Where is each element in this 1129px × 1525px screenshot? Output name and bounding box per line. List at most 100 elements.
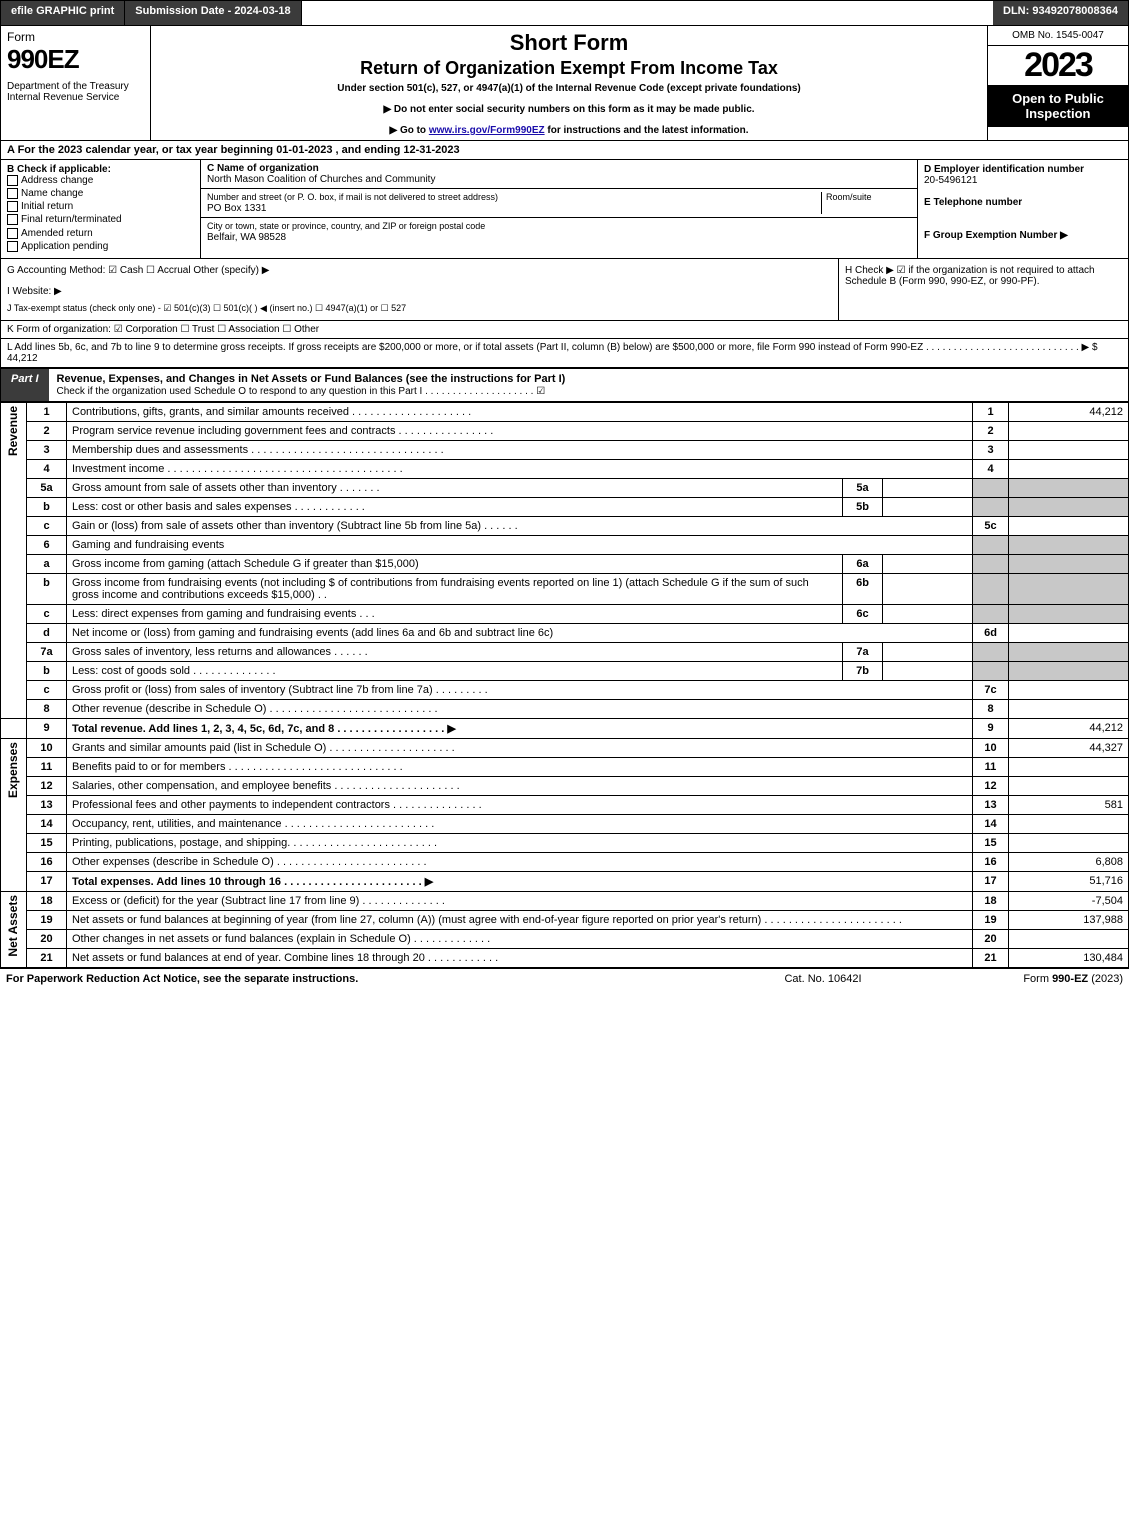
r6-desc: Gaming and fundraising events [67,535,973,554]
r8-desc: Other revenue (describe in Schedule O) .… [67,699,973,718]
chk-application-pending[interactable]: Application pending [7,241,194,252]
r7c-num: c [27,680,67,699]
r6a-ln [973,554,1009,573]
r7b-ln [973,661,1009,680]
department: Department of the Treasury Internal Reve… [7,81,144,103]
tax-year: 2023 [988,46,1128,85]
part1-header: Part I Revenue, Expenses, and Changes in… [0,368,1129,402]
org-street: PO Box 1331 [207,203,266,214]
row-2: 2 Program service revenue including gove… [1,421,1129,440]
r1-desc: Contributions, gifts, grants, and simila… [67,402,973,421]
r16-ln: 16 [973,852,1009,871]
row-9: 9 Total revenue. Add lines 1, 2, 3, 4, 5… [1,718,1129,738]
r6b-sub: 6b [843,573,883,604]
dln: DLN: 93492078008364 [993,1,1128,25]
r5c-desc: Gain or (loss) from sale of assets other… [67,516,973,535]
note2-post: for instructions and the latest informat… [545,125,749,136]
r2-ln: 2 [973,421,1009,440]
line-l-value: 44,212 [7,353,38,364]
r6d-val [1009,623,1129,642]
r10-val: 44,327 [1009,738,1129,757]
r5b-num: b [27,497,67,516]
r8-ln: 8 [973,699,1009,718]
r4-num: 4 [27,459,67,478]
r12-desc: Salaries, other compensation, and employ… [67,776,973,795]
footer-right-form: 990-EZ [1052,973,1088,985]
line-g: G Accounting Method: ☑ Cash ☐ Accrual Ot… [7,265,832,276]
row-11: 11 Benefits paid to or for members . . .… [1,757,1129,776]
r21-num: 21 [27,948,67,967]
r6a-num: a [27,554,67,573]
r15-num: 15 [27,833,67,852]
r14-num: 14 [27,814,67,833]
chk-initial-return[interactable]: Initial return [7,201,194,212]
r18-num: 18 [27,891,67,910]
r8-val [1009,699,1129,718]
r6a-desc: Gross income from gaming (attach Schedul… [67,554,843,573]
r21-val: 130,484 [1009,948,1129,967]
r2-num: 2 [27,421,67,440]
row-7a: 7a Gross sales of inventory, less return… [1,642,1129,661]
r5b-sv [883,497,973,516]
r7a-sub: 7a [843,642,883,661]
chk-name-change-label: Name change [21,188,83,199]
c-room-label: Room/suite [826,192,872,202]
c-street-label: Number and street (or P. O. box, if mail… [207,192,498,202]
r15-ln: 15 [973,833,1009,852]
row-20: 20 Other changes in net assets or fund b… [1,929,1129,948]
group-label: F Group Exemption Number ▶ [924,230,1068,241]
chk-amended-return[interactable]: Amended return [7,228,194,239]
r3-val [1009,440,1129,459]
row-7c: c Gross profit or (loss) from sales of i… [1,680,1129,699]
mid-block: G Accounting Method: ☑ Cash ☐ Accrual Ot… [0,259,1129,321]
r6a-sv [883,554,973,573]
open-inspection: Open to Public Inspection [988,85,1128,127]
footer-mid: Cat. No. 10642I [723,973,923,985]
form-label: Form [7,30,35,44]
note-link: ▶ Go to www.irs.gov/Form990EZ for instru… [159,125,979,136]
r18-val: -7,504 [1009,891,1129,910]
r6-num: 6 [27,535,67,554]
row-16: 16 Other expenses (describe in Schedule … [1,852,1129,871]
chk-address-change[interactable]: Address change [7,175,194,186]
section-d: D Employer identification number 20-5496… [918,160,1128,258]
r5a-ln [973,478,1009,497]
r11-desc: Benefits paid to or for members . . . . … [67,757,973,776]
r16-num: 16 [27,852,67,871]
r17-num: 17 [27,871,67,891]
efile-print-button[interactable]: efile GRAPHIC print [1,1,125,25]
r13-val: 581 [1009,795,1129,814]
r6b-desc: Gross income from fundraising events (no… [67,573,843,604]
r6c-val [1009,604,1129,623]
footer-left: For Paperwork Reduction Act Notice, see … [6,973,723,985]
side-netassets: Net Assets [6,895,20,957]
r6b-val [1009,573,1129,604]
r5b-val [1009,497,1129,516]
chk-application-pending-label: Application pending [21,241,108,252]
section-c: C Name of organization North Mason Coali… [201,160,918,258]
r4-ln: 4 [973,459,1009,478]
r20-ln: 20 [973,929,1009,948]
row-6a: a Gross income from gaming (attach Sched… [1,554,1129,573]
irs-link[interactable]: www.irs.gov/Form990EZ [429,125,545,136]
row-6b: b Gross income from fundraising events (… [1,573,1129,604]
r12-ln: 12 [973,776,1009,795]
r6d-num: d [27,623,67,642]
chk-name-change[interactable]: Name change [7,188,194,199]
ein-label: D Employer identification number [924,164,1084,175]
row-12: 12 Salaries, other compensation, and emp… [1,776,1129,795]
r18-desc: Excess or (deficit) for the year (Subtra… [67,891,973,910]
row-18: Net Assets 18 Excess or (deficit) for th… [1,891,1129,910]
r6c-ln [973,604,1009,623]
r19-num: 19 [27,910,67,929]
r7c-val [1009,680,1129,699]
part1-tab: Part I [1,369,49,401]
r11-val [1009,757,1129,776]
r14-val [1009,814,1129,833]
footer-right-pre: Form [1023,973,1052,985]
r15-desc: Printing, publications, postage, and shi… [67,833,973,852]
chk-final-return[interactable]: Final return/terminated [7,214,194,225]
r6c-sub: 6c [843,604,883,623]
side-revenue: Revenue [6,406,20,456]
top-spacer [302,1,993,25]
